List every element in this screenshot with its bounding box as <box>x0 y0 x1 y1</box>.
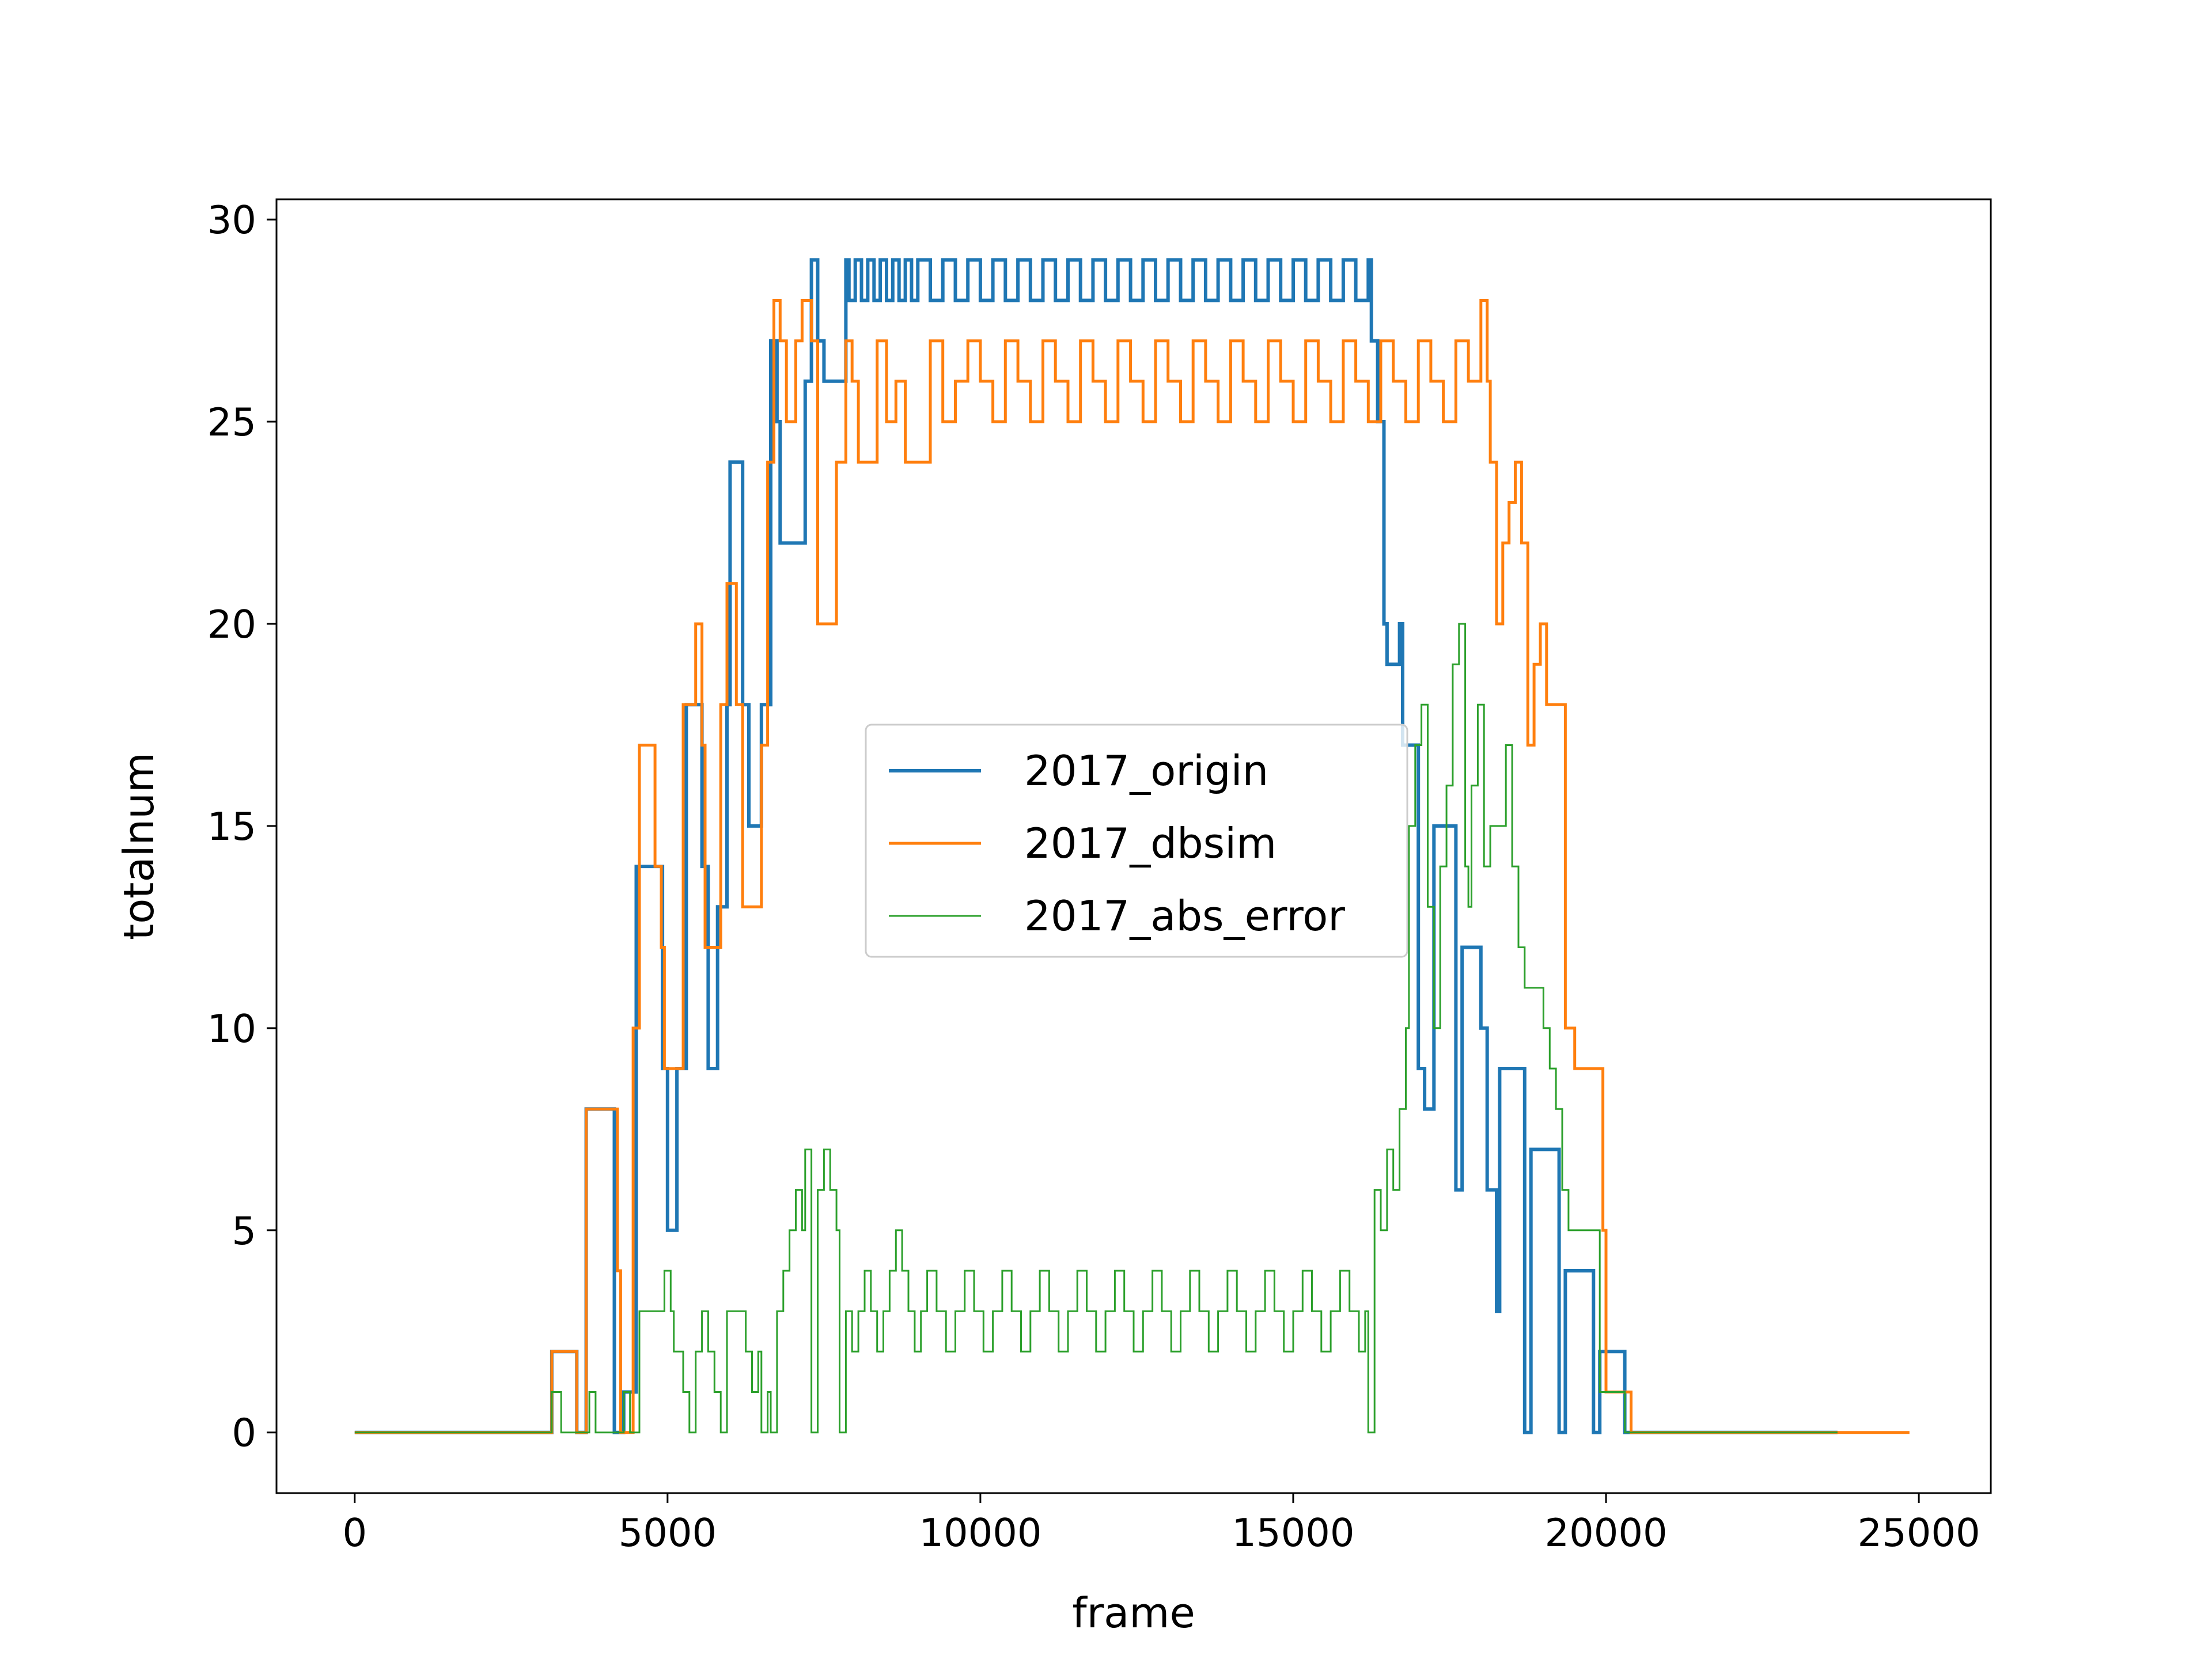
plot-frame <box>275 198 1992 1494</box>
x-tick-label: 5000 <box>619 1510 717 1555</box>
y-axis-title: totalnum <box>115 752 163 940</box>
series-line-2017-dbsim <box>354 299 1910 1434</box>
legend-box <box>865 724 1408 958</box>
x-tick-label: 10000 <box>919 1510 1041 1555</box>
y-tick-label: 0 <box>232 1411 256 1456</box>
x-tick-label: 0 <box>342 1510 367 1555</box>
series-line-2017-origin <box>354 258 1838 1434</box>
series-line-2017-abs-error <box>354 623 1838 1434</box>
x-tick-label: 20000 <box>1544 1510 1667 1555</box>
y-tick-label: 30 <box>207 198 256 243</box>
legend: 2017_origin 2017_dbsim 2017_abs_error <box>865 724 1408 958</box>
y-tick-label: 15 <box>207 804 256 849</box>
y-tick-label: 5 <box>232 1209 256 1253</box>
y-tick-label: 25 <box>207 400 256 445</box>
legend-label: 2017_origin <box>1024 747 1268 795</box>
series-layer <box>354 258 1910 1434</box>
x-axis-title: frame <box>1072 1589 1195 1637</box>
x-tick-label: 25000 <box>1858 1510 1980 1555</box>
y-tick-label: 10 <box>207 1006 256 1051</box>
y-axis: 0 5 10 15 20 25 30 <box>207 198 276 1456</box>
y-tick-label: 20 <box>207 602 256 647</box>
legend-label: 2017_dbsim <box>1024 819 1277 868</box>
x-tick-label: 15000 <box>1232 1510 1354 1555</box>
legend-label: 2017_abs_error <box>1024 892 1345 940</box>
x-axis: 0 5000 10000 15000 20000 25000 <box>342 1493 1980 1555</box>
